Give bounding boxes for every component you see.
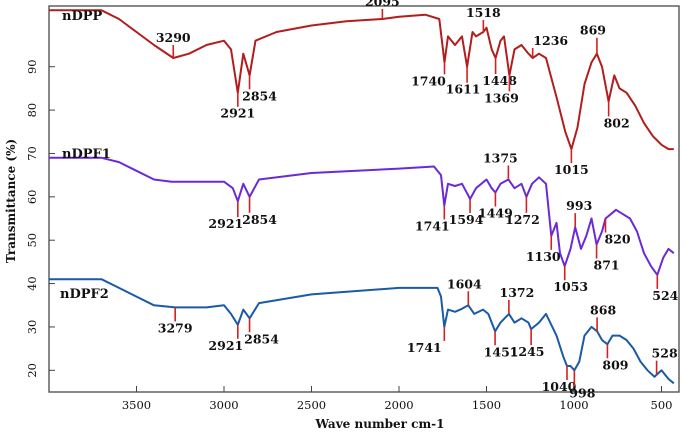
x-tick-label: 1500 xyxy=(472,398,501,412)
peak-label: 871 xyxy=(594,258,620,273)
peak-label: 993 xyxy=(566,198,592,213)
curve-label-ndpf2: nDPF2 xyxy=(60,287,109,302)
peak-label: 1741 xyxy=(407,340,442,355)
peak-label: 1451 xyxy=(484,344,519,359)
y-tick-label: 90 xyxy=(25,59,39,74)
y-axis-ticks: 20 30 40 50 60 70 80 90 xyxy=(25,59,55,378)
peak-label: 1741 xyxy=(415,219,450,234)
x-tick-label: 3000 xyxy=(209,398,238,412)
plot-frame xyxy=(48,5,680,393)
peak-label: 3290 xyxy=(156,30,191,45)
peak-label: 998 xyxy=(569,385,595,400)
series-line-ndpp xyxy=(49,9,674,151)
peak-label: 3279 xyxy=(158,320,193,335)
x-tick-label: 2000 xyxy=(384,398,413,412)
peak-label: 869 xyxy=(580,23,606,38)
peak-label: 2921 xyxy=(208,338,243,353)
peak-label: 802 xyxy=(604,115,630,130)
peak-label: 1130 xyxy=(526,249,561,264)
peak-label: 1518 xyxy=(466,5,501,20)
peak-label: 1015 xyxy=(554,162,589,177)
y-tick-label: 50 xyxy=(25,233,39,248)
peak-label: 528 xyxy=(652,346,678,361)
y-tick-label: 70 xyxy=(25,146,39,161)
y-tick-label: 80 xyxy=(25,103,39,118)
peak-label: 524 xyxy=(652,288,678,303)
y-tick-label: 30 xyxy=(25,320,39,335)
peak-label: 1040 xyxy=(542,379,577,394)
peak-label: 809 xyxy=(602,357,628,372)
y-tick-label: 60 xyxy=(25,190,39,205)
peak-label: 1611 xyxy=(446,82,481,97)
y-axis-title: Transmittance (%) xyxy=(4,139,18,263)
curve-labels: nDPP nDPF1 nDPF2 xyxy=(60,9,111,302)
peak-label: 1375 xyxy=(483,150,518,165)
x-axis-title: Wave number cm-1 xyxy=(315,417,445,431)
peak-label: 2854 xyxy=(244,331,279,346)
peak-label: 1272 xyxy=(505,212,540,227)
peak-label: 1372 xyxy=(500,285,535,300)
peak-label: 1236 xyxy=(533,33,568,48)
y-tick-label: 20 xyxy=(25,363,39,378)
peak-label: 820 xyxy=(604,232,630,247)
peak-label: 1594 xyxy=(449,212,484,227)
peak-label: 2854 xyxy=(242,212,277,227)
peak-label: 1740 xyxy=(411,73,446,88)
peak-label: 1449 xyxy=(478,205,513,220)
x-tick-label: 500 xyxy=(651,398,673,412)
peak-label: 2921 xyxy=(220,106,255,121)
peak-label: 1604 xyxy=(447,276,482,291)
peak-label: 868 xyxy=(590,302,616,317)
series-layer xyxy=(49,9,675,385)
peak-label: 2921 xyxy=(208,216,243,231)
y-tick-label: 40 xyxy=(25,276,39,291)
x-axis-ticks: 3500 3000 2500 2000 1500 1000 500 xyxy=(122,386,673,412)
peak-label: 1448 xyxy=(482,73,517,88)
curve-label-ndpf1: nDPF1 xyxy=(62,147,111,162)
x-tick-label: 1000 xyxy=(559,398,588,412)
peak-label: 1053 xyxy=(553,279,588,294)
peak-label: 2095 xyxy=(365,0,400,9)
series-line-ndpf1 xyxy=(49,156,675,276)
series-line-ndpf2 xyxy=(49,278,675,385)
peak-label: 2854 xyxy=(242,88,277,103)
x-tick-label: 3500 xyxy=(122,398,151,412)
peak-label: 1369 xyxy=(484,90,519,105)
peak-label: 1245 xyxy=(510,344,545,359)
curve-label-ndpp: nDPP xyxy=(62,9,103,24)
peak-annotations: 3290292128542095174016111518144813691236… xyxy=(156,0,679,400)
x-tick-label: 2500 xyxy=(297,398,326,412)
